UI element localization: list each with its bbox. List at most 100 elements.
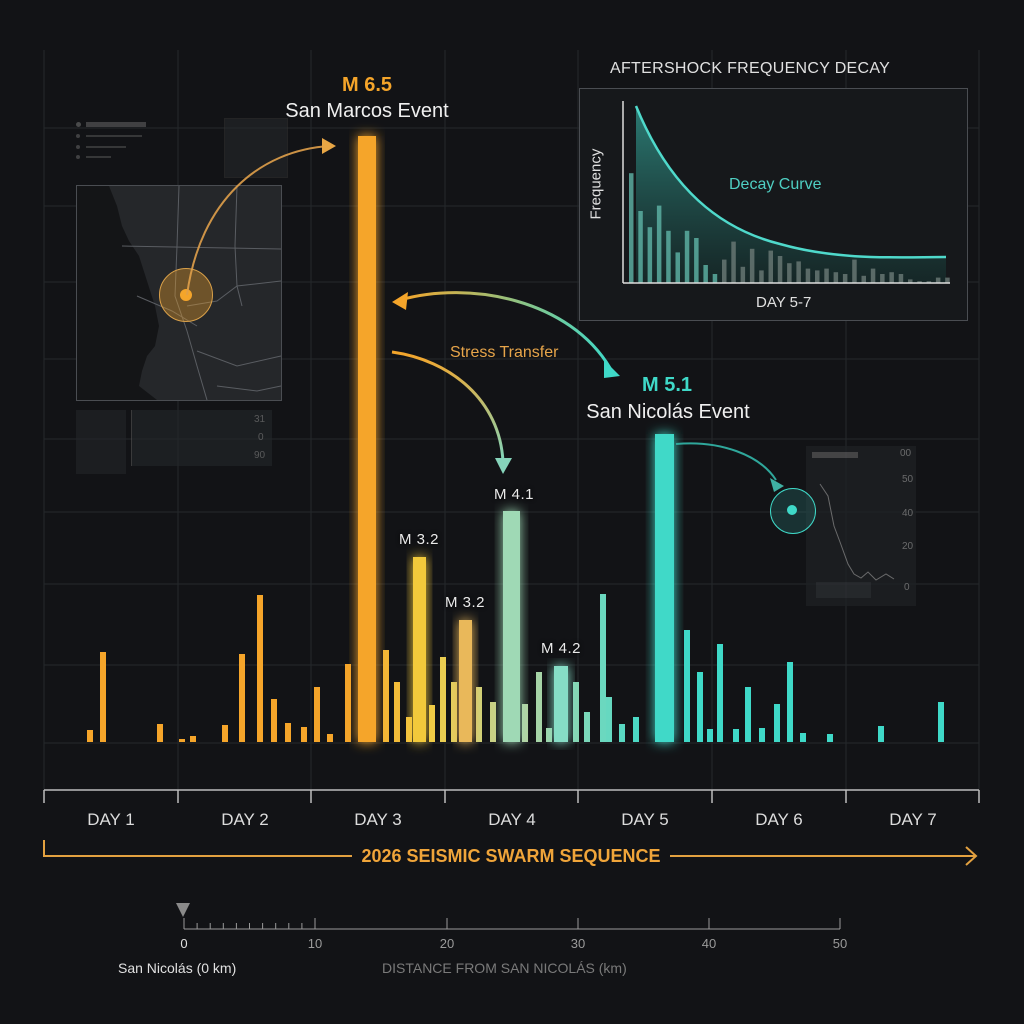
map-panel[interactable] <box>76 185 282 401</box>
bar-san-nicolas[interactable] <box>655 434 674 742</box>
mini-tick: 40 <box>902 508 914 519</box>
day-label: DAY 2 <box>221 810 269 829</box>
event-bar[interactable] <box>787 662 793 742</box>
event-bar[interactable] <box>733 729 739 742</box>
event-bar[interactable] <box>707 729 713 742</box>
san-marcos-name: San Marcos Event <box>285 100 449 122</box>
inset-bar <box>945 277 950 283</box>
day-label: DAY 1 <box>87 810 135 829</box>
event-bar[interactable] <box>239 654 245 742</box>
inset-bar <box>638 211 643 283</box>
event-bar[interactable] <box>546 728 552 742</box>
event-bar[interactable] <box>271 699 277 742</box>
event-bar[interactable] <box>800 733 806 742</box>
sensor-mini-panel: 00 50 40 20 0 <box>806 446 916 606</box>
event-bar[interactable] <box>394 682 400 742</box>
inset-bar <box>722 259 727 283</box>
event-bar[interactable] <box>938 702 944 742</box>
epicenter-dot-icon <box>180 289 192 301</box>
event-bar[interactable] <box>327 734 333 742</box>
event-bar[interactable] <box>606 697 612 742</box>
event-bar[interactable] <box>451 682 457 742</box>
inset-bar <box>880 274 885 283</box>
inset-bar <box>815 270 820 283</box>
event-bar[interactable] <box>573 682 579 742</box>
magnitude-label-m32b: M 3.2 <box>445 594 486 611</box>
event-bar[interactable] <box>179 739 185 742</box>
distance-tick: 40 <box>701 936 717 951</box>
event-bar[interactable] <box>440 657 446 742</box>
magnitude-label-m42: M 4.2 <box>541 640 582 657</box>
san-marcos-magnitude: M 6.5 <box>341 74 393 96</box>
arrow-down-icon <box>495 458 512 474</box>
event-bar[interactable] <box>257 595 263 742</box>
event-bar[interactable] <box>87 730 93 742</box>
event-bar[interactable] <box>522 704 528 742</box>
event-bar[interactable] <box>345 664 351 742</box>
event-bar[interactable] <box>878 726 884 742</box>
distance-tick: 0 <box>180 936 188 951</box>
event-bar[interactable] <box>157 724 163 742</box>
event-bar[interactable] <box>301 727 307 742</box>
event-bar[interactable] <box>600 594 606 742</box>
decay-chart <box>622 101 950 284</box>
inset-bar <box>842 274 848 283</box>
san-nicolas-magnitude: M 5.1 <box>641 374 693 396</box>
distance-tick: 30 <box>570 936 586 951</box>
event-bar[interactable] <box>190 736 196 742</box>
event-bar[interactable] <box>285 723 291 742</box>
event-bar[interactable] <box>717 644 723 742</box>
inset-bar <box>908 279 913 283</box>
bar-m41[interactable] <box>503 511 520 742</box>
nicolas-arrow <box>675 442 777 481</box>
bar-san-marcos[interactable] <box>358 136 376 742</box>
day-label: DAY 5 <box>621 810 669 829</box>
control-value: 0 <box>258 432 264 443</box>
bar-m32-a[interactable] <box>413 557 426 742</box>
event-bar[interactable] <box>584 712 590 742</box>
inset-bar <box>712 274 718 283</box>
aftershock-decay-inset: Decay Curve DAY 5-7 Frequency <box>579 88 968 321</box>
event-bar[interactable] <box>222 725 228 742</box>
inset-bar <box>796 261 801 283</box>
mini-tick: 0 <box>904 582 910 593</box>
inset-bar <box>740 266 746 283</box>
sensor-dot-icon <box>787 505 797 515</box>
event-bar[interactable] <box>536 672 542 742</box>
decay-curve <box>634 105 947 259</box>
chart-title: 2026 SEISMIC SWARM SEQUENCE <box>361 846 661 866</box>
inset-bar <box>675 252 680 283</box>
inset-curve-label: Decay Curve <box>729 176 822 193</box>
bar-m42[interactable] <box>554 666 568 742</box>
sequence-arrow <box>43 840 978 866</box>
bar-m32-b[interactable] <box>459 620 472 742</box>
event-bar[interactable] <box>383 650 389 742</box>
event-bar[interactable] <box>759 728 765 742</box>
event-bar[interactable] <box>406 717 412 742</box>
inset-bar <box>768 250 773 283</box>
event-bar[interactable] <box>429 705 435 742</box>
inset-bar <box>898 274 904 283</box>
arrow-right-icon <box>604 360 620 378</box>
event-bar[interactable] <box>745 687 751 742</box>
day-label: DAY 4 <box>488 810 536 829</box>
inset-bar <box>926 281 932 283</box>
event-bar[interactable] <box>633 717 639 742</box>
distance-tick: 20 <box>439 936 455 951</box>
event-bar[interactable] <box>619 724 625 742</box>
stress-transfer-label: Stress Transfer <box>450 344 559 361</box>
event-bar[interactable] <box>774 704 780 742</box>
inset-bar <box>852 259 857 283</box>
event-bar[interactable] <box>476 687 482 742</box>
event-bar[interactable] <box>827 734 833 742</box>
inset-bar <box>833 272 839 283</box>
inset-xlabel: DAY 5-7 <box>756 294 812 311</box>
event-bar[interactable] <box>490 702 496 742</box>
event-bar[interactable] <box>100 652 106 742</box>
event-bar[interactable] <box>684 630 690 742</box>
event-bar[interactable] <box>314 687 320 742</box>
arrow-left-icon <box>392 292 408 310</box>
event-bar[interactable] <box>697 672 703 742</box>
inset-ylabel: Frequency <box>587 148 605 220</box>
inset-bar <box>703 265 708 283</box>
